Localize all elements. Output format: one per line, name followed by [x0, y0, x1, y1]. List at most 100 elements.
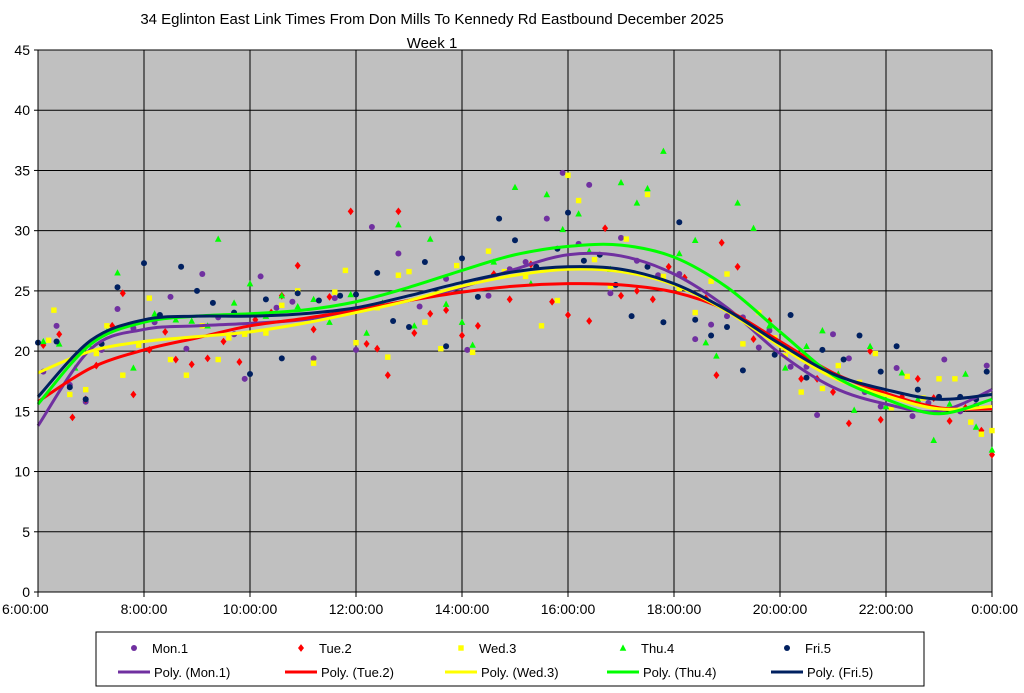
data-point: [835, 362, 841, 369]
data-point: [278, 355, 285, 362]
y-tick-label: 15: [14, 403, 30, 419]
data-point: [840, 356, 847, 363]
data-point: [130, 364, 137, 371]
data-point: [395, 250, 402, 257]
data-point: [586, 317, 593, 325]
series-Fri.5: [35, 209, 990, 403]
data-point: [543, 215, 550, 222]
data-point: [750, 335, 757, 343]
data-point: [141, 260, 147, 267]
data-point: [941, 356, 948, 363]
legend-entry: Poly. (Thu.4): [607, 665, 716, 680]
data-point: [623, 236, 629, 242]
data-point: [660, 273, 667, 280]
data-point: [972, 423, 980, 430]
data-point: [803, 342, 810, 349]
y-tick-label: 5: [22, 524, 30, 540]
data-point: [347, 290, 354, 298]
legend-label: Fri.5: [805, 641, 831, 656]
y-axis-ticks: 0 5 10 15 20 25 30 35 40 45: [14, 42, 38, 600]
data-point: [708, 278, 714, 284]
data-point: [214, 235, 222, 242]
data-point: [877, 403, 884, 410]
data-point: [649, 295, 656, 304]
data-point: [952, 376, 958, 382]
data-point: [724, 271, 730, 277]
data-point: [989, 450, 995, 459]
data-point: [474, 321, 481, 330]
data-point: [374, 344, 381, 353]
legend-entry: Wed.3: [458, 641, 516, 656]
data-point: [390, 318, 397, 324]
data-point: [83, 386, 89, 393]
y-tick-label: 30: [14, 223, 30, 239]
data-point: [676, 249, 683, 257]
legend-label: Wed.3: [479, 641, 516, 656]
data-point: [53, 338, 60, 345]
data-point: [162, 327, 169, 336]
data-point: [368, 224, 375, 231]
data-point: [766, 322, 773, 329]
data-point: [989, 427, 995, 434]
legend-label: Poly. (Wed.3): [481, 665, 559, 680]
data-point: [411, 329, 418, 337]
data-point: [575, 197, 582, 204]
y-tick-label: 25: [14, 283, 30, 299]
data-point: [220, 337, 227, 346]
y-tick-label: 35: [14, 162, 30, 178]
trend-lines: [36, 242, 993, 427]
data-point: [347, 207, 354, 216]
data-point: [326, 293, 333, 301]
data-point: [628, 313, 635, 320]
data-point: [209, 299, 216, 306]
chart-title: 34 Eglinton East Link Times From Don Mil…: [140, 11, 723, 28]
legend-entry: Mon.1: [131, 641, 188, 656]
data-point: [983, 368, 990, 375]
trendline-Poly. (Mon.1): [36, 251, 993, 427]
data-point: [830, 388, 836, 396]
data-point: [315, 297, 322, 304]
data-point: [602, 224, 609, 233]
data-point: [443, 343, 450, 350]
data-point: [580, 257, 587, 264]
data-point: [506, 295, 513, 304]
data-point: [784, 645, 790, 651]
data-point: [151, 310, 158, 317]
data-point: [298, 644, 304, 652]
data-point: [337, 292, 344, 299]
data-point: [422, 319, 428, 325]
data-point: [904, 373, 910, 380]
data-point: [867, 347, 874, 356]
y-tick-label: 10: [14, 464, 30, 480]
data-point: [734, 262, 741, 271]
x-tick-label: 20:00:00: [753, 601, 808, 617]
data-point: [194, 287, 200, 294]
data-point: [575, 210, 582, 217]
data-point: [56, 330, 63, 339]
data-point: [882, 402, 890, 410]
data-point: [543, 190, 551, 198]
data-point: [45, 337, 52, 343]
data-point: [273, 304, 280, 311]
data-point: [204, 354, 211, 363]
data-point: [247, 370, 253, 377]
data-point: [814, 411, 821, 418]
data-point: [411, 322, 418, 329]
data-point: [353, 291, 359, 298]
data-point: [607, 290, 614, 297]
data-point: [787, 311, 794, 318]
data-point: [279, 302, 285, 309]
data-point: [40, 337, 47, 345]
data-point: [740, 341, 746, 347]
data-point: [909, 413, 916, 420]
data-point: [803, 374, 810, 381]
data-point: [586, 181, 593, 188]
data-point: [93, 350, 99, 357]
data-point: [888, 405, 894, 411]
data-point: [120, 372, 126, 378]
data-point: [787, 363, 794, 370]
data-point: [421, 258, 428, 265]
data-point: [215, 356, 221, 363]
data-point: [289, 298, 296, 305]
